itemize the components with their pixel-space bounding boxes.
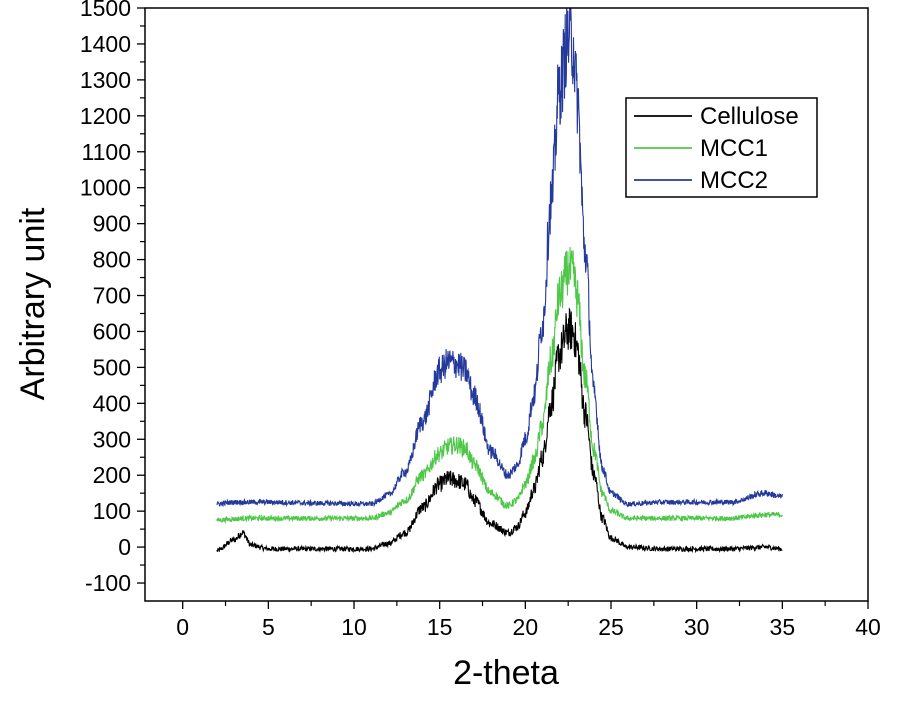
x-tick-label: 25 [598, 614, 624, 640]
series-layer [216, 8, 783, 554]
y-tick-label: -100 [85, 570, 131, 596]
plot-frame [144, 7, 869, 602]
x-tick-label: 10 [341, 614, 367, 640]
x-tick-label: 0 [176, 614, 189, 640]
y-tick-label: 700 [93, 283, 131, 309]
x-tick-label: 35 [770, 614, 796, 640]
y-tick-label: 1000 [80, 175, 131, 201]
x-tick-label: 30 [684, 614, 710, 640]
y-tick-label: 300 [93, 426, 131, 452]
y-tick-label: 1300 [80, 67, 131, 93]
legend-label: MCC1 [700, 135, 768, 162]
y-tick-label: 0 [118, 534, 131, 560]
tick-labels-layer: 0 5 10 15 20 25 30 35 40 -100 0 100 200 300 400 500 600 7… [80, 0, 881, 640]
y-tick-label: 100 [93, 498, 131, 524]
y-tick-label: 900 [93, 211, 131, 237]
y-tick-label: 600 [93, 318, 131, 344]
x-axis-title: 2-theta [453, 654, 559, 692]
series-line-cellulose [216, 307, 783, 554]
y-axis-title: Arbitrary unit [14, 207, 52, 400]
series-line-mcc2 [216, 8, 783, 508]
y-tick-label: 200 [93, 462, 131, 488]
y-tick-label: 1500 [80, 0, 131, 21]
legend-label: MCC2 [700, 167, 768, 194]
x-tick-label: 15 [427, 614, 453, 640]
ticks-layer [137, 7, 869, 609]
legend: Cellulose MCC1 MCC2 [625, 97, 818, 198]
x-tick-label: 20 [513, 614, 539, 640]
x-tick-label: 40 [855, 614, 881, 640]
y-tick-label: 1400 [80, 31, 131, 57]
x-tick-label: 5 [262, 614, 275, 640]
legend-label: Cellulose [700, 103, 799, 130]
y-tick-label: 500 [93, 354, 131, 380]
y-tick-label: 800 [93, 247, 131, 273]
y-tick-label: 1100 [82, 139, 131, 165]
y-tick-label: 400 [93, 390, 131, 416]
series-line-mcc1 [216, 246, 783, 524]
y-tick-label: 1200 [80, 103, 131, 129]
